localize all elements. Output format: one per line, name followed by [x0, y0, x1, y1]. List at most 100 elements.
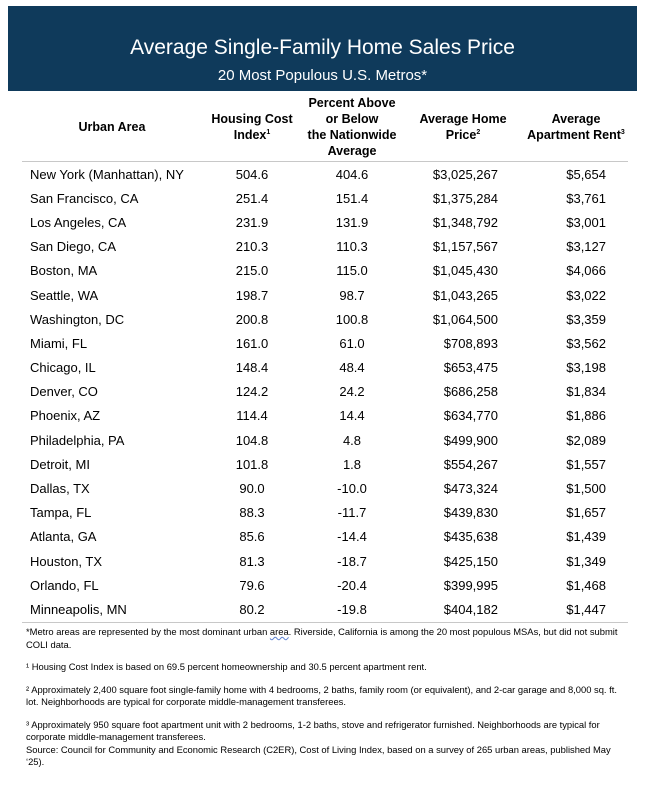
cell-home-price: $473,324: [443, 481, 498, 497]
cell-urban-area: San Diego, CA: [30, 239, 116, 255]
cell-percent: 24.2: [339, 384, 365, 400]
cell-apartment-rent: $5,654: [566, 166, 606, 182]
cell-housing-cost-index: 101.8: [235, 456, 269, 472]
cell-urban-area: Philadelphia, PA: [30, 432, 125, 448]
cell-apartment-rent: $3,127: [566, 239, 606, 255]
cell-urban-area: Phoenix, AZ: [30, 408, 101, 424]
table-row: Atlanta, GA 85.6 -14.4 $435,638 $1,439: [22, 525, 628, 549]
cell-urban-area: Orlando, FL: [30, 577, 99, 593]
table-row: Boston, MA 215.0 115.0 $1,045,430 $4,066: [22, 259, 628, 283]
cell-home-price: $708,893: [443, 335, 498, 351]
table-row: Denver, CO 124.2 24.2 $686,258 $1,834: [22, 380, 628, 404]
cell-home-price: $686,258: [443, 384, 498, 400]
table-row: Tampa, FL 88.3 -11.7 $439,830 $1,657: [22, 501, 628, 525]
cell-housing-cost-index: 198.7: [235, 287, 269, 303]
page-title: Average Single-Family Home Sales Price: [130, 36, 515, 59]
cell-percent: 14.4: [339, 408, 365, 424]
cell-housing-cost-index: 504.6: [235, 166, 269, 182]
cell-urban-area: Miami, FL: [30, 335, 88, 351]
header-average-home-price: Average Home Price2: [419, 112, 507, 142]
cell-apartment-rent: $1,500: [566, 481, 606, 497]
cell-urban-area: Washington, DC: [30, 311, 125, 327]
cell-housing-cost-index: 80.2: [239, 601, 265, 617]
cell-percent: -19.8: [337, 601, 367, 617]
cell-percent: -14.4: [337, 529, 367, 545]
cell-housing-cost-index: 114.4: [236, 408, 268, 424]
cell-home-price: $399,995: [443, 577, 498, 593]
cell-urban-area: Seattle, WA: [30, 287, 99, 303]
cell-percent: -10.0: [337, 481, 367, 497]
cell-housing-cost-index: 85.6: [239, 529, 265, 545]
page-subtitle: 20 Most Populous U.S. Metros*: [217, 67, 428, 84]
cell-apartment-rent: $1,886: [566, 408, 606, 424]
cell-housing-cost-index: 90.0: [239, 481, 265, 497]
footnote-1: ¹ Housing Cost Index is based on 69.5 pe…: [26, 661, 427, 672]
header-row: Urban Area Housing Cost Index1 Percent A…: [22, 93, 628, 162]
cell-urban-area: Denver, CO: [30, 384, 98, 400]
cell-apartment-rent: $1,447: [566, 601, 606, 617]
table-row: Chicago, IL 148.4 48.4 $653,475 $3,198: [22, 356, 628, 380]
table-row: Orlando, FL 79.6 -20.4 $399,995 $1,468: [22, 573, 628, 597]
cell-home-price: $1,045,430: [432, 263, 498, 279]
cell-percent: -11.7: [337, 505, 367, 521]
cell-percent: -20.4: [337, 577, 367, 593]
cell-percent: 404.6: [335, 166, 369, 182]
table-row: Minneapolis, MN 80.2 -19.8 $404,182 $1,447: [22, 597, 628, 623]
cell-housing-cost-index: 148.4: [235, 360, 269, 376]
source-note: Source: Council for Community and Econom…: [26, 743, 611, 768]
cell-urban-area: Chicago, IL: [30, 360, 96, 376]
footnote-metro: *Metro areas are represented by the most…: [26, 626, 618, 650]
cell-housing-cost-index: 215.0: [235, 263, 269, 279]
cell-home-price: $3,025,267: [432, 166, 498, 182]
cell-urban-area: Los Angeles, CA: [30, 214, 127, 230]
cell-home-price: $1,043,265: [432, 287, 498, 303]
cell-housing-cost-index: 88.3: [239, 505, 265, 521]
cell-housing-cost-index: 104.8: [235, 432, 269, 448]
cell-apartment-rent: $1,439: [566, 529, 606, 545]
cell-home-price: $439,830: [443, 505, 498, 521]
cell-apartment-rent: $1,834: [566, 384, 606, 400]
table-row: San Diego, CA 210.3 110.3 $1,157,567 $3,127: [22, 235, 628, 259]
cell-apartment-rent: $3,359: [566, 311, 606, 327]
cell-percent: 48.4: [339, 360, 365, 376]
cell-percent: 110.3: [336, 239, 368, 255]
metro-table: Urban Area Housing Cost Index1 Percent A…: [22, 93, 628, 623]
cell-urban-area: Tampa, FL: [30, 505, 92, 521]
cell-apartment-rent: $3,562: [566, 335, 606, 351]
table-row: Phoenix, AZ 114.4 14.4 $634,770 $1,886: [22, 404, 628, 428]
table-row: San Francisco, CA 251.4 151.4 $1,375,284 $3,…: [22, 186, 628, 210]
cell-urban-area: Atlanta, GA: [30, 529, 97, 545]
header-housing-cost-index: Housing Cost Index1: [211, 112, 293, 142]
cell-percent: 1.8: [342, 456, 362, 472]
table-row: Dallas, TX 90.0 -10.0 $473,324 $1,500: [22, 476, 628, 500]
footnotes: *Metro areas are represented by the most…: [26, 626, 626, 769]
cell-home-price: $554,267: [443, 456, 498, 472]
cell-percent: 98.7: [339, 287, 365, 303]
cell-housing-cost-index: 200.8: [235, 311, 269, 327]
cell-urban-area: New York (Manhattan), NY: [30, 166, 184, 182]
table-row: Washington, DC 200.8 100.8 $1,064,500 $3,359: [22, 307, 628, 331]
header-urban-area: Urban Area: [78, 120, 146, 134]
cell-percent: 61.0: [339, 335, 365, 351]
cell-percent: -18.7: [337, 553, 367, 569]
table-row: Miami, FL 161.0 61.0 $708,893 $3,562: [22, 331, 628, 355]
cell-apartment-rent: $3,198: [566, 360, 606, 376]
cell-apartment-rent: $3,001: [566, 214, 606, 230]
cell-urban-area: San Francisco, CA: [30, 190, 139, 206]
title-banner: Average Single-Family Home Sales Price 2…: [8, 6, 637, 91]
cell-home-price: $1,348,792: [432, 214, 498, 230]
cell-home-price: $435,638: [443, 529, 498, 545]
cell-percent: 151.4: [335, 190, 369, 206]
cell-apartment-rent: $3,761: [566, 190, 606, 206]
cell-percent: 4.8: [342, 432, 362, 448]
footnote-3: ³ Approximately 950 square foot apartmen…: [26, 718, 600, 743]
cell-housing-cost-index: 210.3: [235, 239, 269, 255]
cell-housing-cost-index: 161.0: [235, 335, 269, 351]
cell-percent: 115.0: [336, 263, 368, 279]
cell-housing-cost-index: 79.6: [239, 577, 265, 593]
cell-home-price: $1,157,567: [432, 239, 498, 255]
cell-home-price: $653,475: [443, 360, 498, 376]
cell-home-price: $1,375,284: [432, 190, 498, 206]
header-average-apartment-rent: Average Apartment Rent3: [527, 112, 625, 142]
cell-apartment-rent: $1,468: [566, 577, 606, 593]
